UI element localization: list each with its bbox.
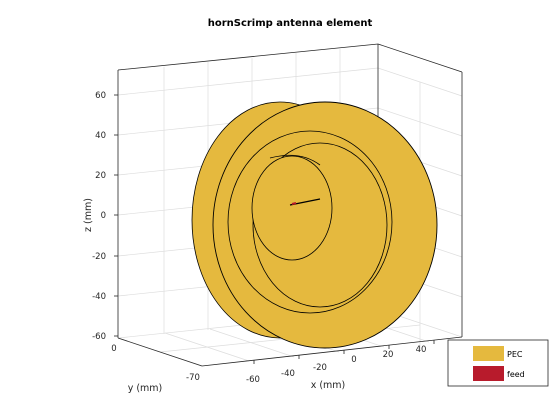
x-axis: -60 -40 -20 0 20 40 x (mm) <box>246 340 435 391</box>
figure-title: hornScrimp antenna element <box>208 18 373 29</box>
horn-throat-ring <box>251 155 333 261</box>
y-tick-label: -70 <box>186 373 200 383</box>
z-tick-label: -40 <box>92 292 106 302</box>
legend: PEC feed <box>447 339 549 387</box>
antenna-horn <box>191 101 438 349</box>
legend-swatch-pec <box>473 346 504 361</box>
x-tick-label: 0 <box>351 355 356 365</box>
feed-point <box>291 202 297 205</box>
x-tick-label: -20 <box>313 363 327 373</box>
y-tick-label: 0 <box>111 344 116 354</box>
horn-inner-arc <box>269 154 321 166</box>
legend-swatch-feed <box>473 366 504 381</box>
legend-label-pec: PEC <box>507 350 523 359</box>
z-axis-label: z (mm) <box>83 198 94 232</box>
x-tick-label: -60 <box>246 375 260 385</box>
x-tick-label: 20 <box>383 350 394 360</box>
z-tick-label: 20 <box>95 171 106 181</box>
y-axis-label: y (mm) <box>128 383 163 394</box>
legend-label-feed: feed <box>507 370 525 379</box>
z-tick-label: -60 <box>92 332 106 342</box>
x-axis-label: x (mm) <box>311 380 346 391</box>
z-tick-label: 60 <box>95 91 106 101</box>
z-tick-label: 40 <box>95 131 106 141</box>
z-axis: 60 40 20 0 -20 -40 -60 z (mm) <box>83 91 118 342</box>
y-axis: 0 -70 y (mm) <box>111 344 200 394</box>
z-tick-label: 0 <box>101 211 106 221</box>
z-tick-label: -20 <box>92 252 106 262</box>
x-tick-label: 40 <box>416 345 427 355</box>
x-tick-label: -40 <box>281 369 295 379</box>
